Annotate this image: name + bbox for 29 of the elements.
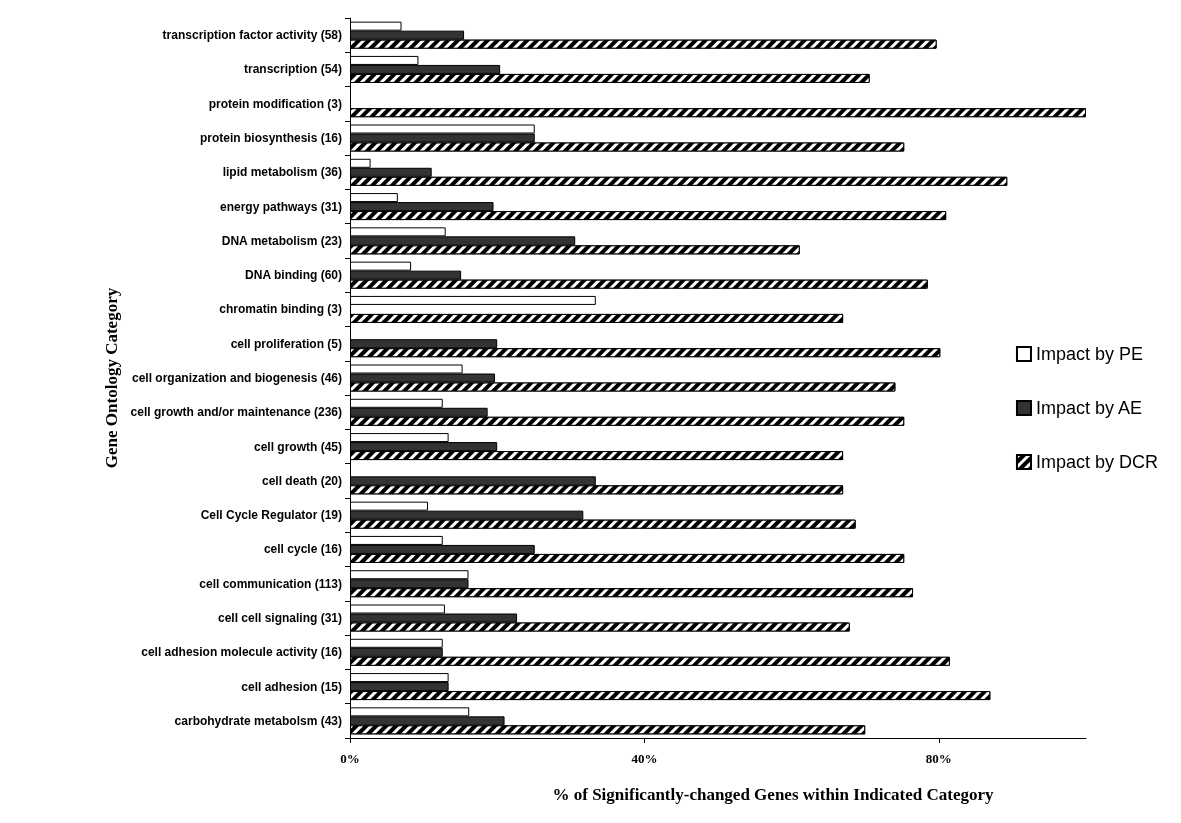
y-tick-label: cell organization and biogenesis (46) [131, 371, 342, 385]
y-tick-label: DNA binding (60) [245, 268, 342, 283]
y-tick-label: cell death (20) [261, 473, 342, 488]
y-tick-label: protein modification (3) [208, 96, 342, 111]
x-axis-title: % of Significantly-changed Genes within Indicated Category [552, 785, 995, 804]
y-tick-label: DNA metabolism (23) [221, 233, 342, 248]
y-axis-title: Gene Ontology Category [101, 287, 121, 469]
y-tick-label: cell cycle (16) [263, 542, 342, 557]
y-tick-label: cell cell signaling (31) [217, 611, 342, 625]
y-tick-label: transcription (54) [243, 62, 342, 77]
y-tick-label: cell adhesion (15) [241, 679, 342, 694]
y-tick-label: cell communication (113) [199, 576, 342, 591]
y-tick-label: cell growth and/or maintenance (236) [130, 405, 342, 420]
legend-label: Impact by AE [1035, 398, 1143, 418]
y-tick-label: cell adhesion molecule activity (16) [141, 645, 342, 660]
legend-label: Impact by PE [1035, 344, 1144, 364]
y-tick-label: protein biosynthesis (16) [199, 131, 342, 145]
legend-label: Impact by DCR [1035, 452, 1158, 472]
y-tick-label: chromatin binding (3) [219, 302, 342, 317]
y-tick-label: lipid metabolism (36) [222, 165, 342, 180]
x-tick-label: 80% [925, 751, 952, 766]
x-tick-label: 0% [340, 751, 360, 766]
x-tick-label: 40% [631, 751, 658, 766]
y-tick-label: carbohydrate metabolsm (43) [174, 713, 342, 728]
y-tick-label: energy pathways (31) [219, 199, 342, 214]
y-tick-label: cell growth (45) [253, 439, 342, 454]
y-tick-label: Cell Cycle Regulator (19) [200, 508, 342, 523]
y-tick-label: transcription factor activity (58) [162, 28, 342, 43]
y-tick-label: cell proliferation (5) [230, 336, 342, 351]
